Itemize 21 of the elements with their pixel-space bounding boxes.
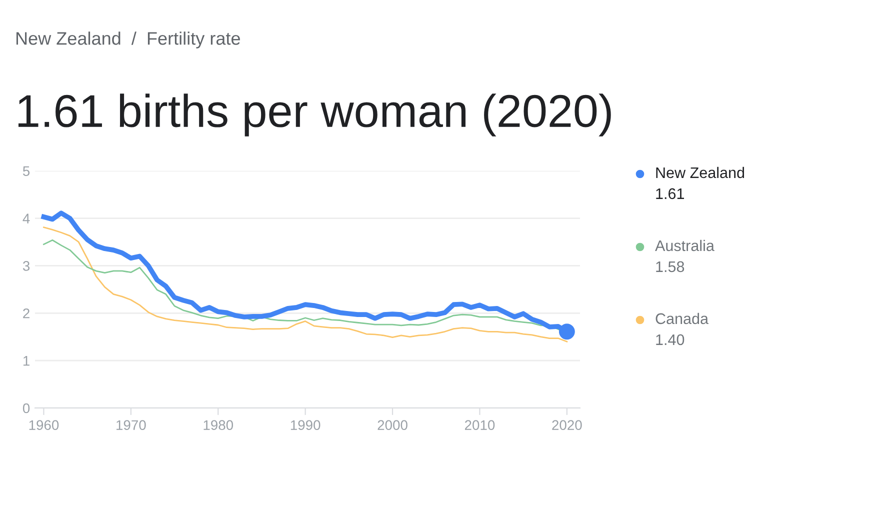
text: 1.61 (656, 188, 684, 200)
legend-label: New Zealand (656, 166, 744, 178)
x-tick-label: 1990 (290, 420, 320, 430)
legend-label: Australia (655, 240, 714, 252)
legend-label: Canada (656, 312, 709, 324)
y-tick-label: 1 (23, 356, 30, 366)
x-tick-label: 2020 (552, 420, 582, 430)
chart-title: 1.61 births per woman (2020) (18, 94, 611, 136)
x-tick-label: 1960 (29, 420, 59, 430)
y-tick-label: 4 (22, 214, 30, 224)
x-tick-label: 1980 (204, 420, 234, 430)
chart-subtitle: New Zealand / Fertility rate (16, 32, 240, 48)
text: 1.40 (656, 334, 684, 346)
y-tick-label: 0 (22, 403, 30, 414)
x-tick-label: 1970 (116, 420, 146, 430)
x-tick-label: 2010 (464, 420, 495, 430)
y-tick-label: 5 (22, 166, 30, 176)
y-tick-label: 3 (22, 261, 30, 271)
x-tick-label: 2000 (378, 420, 408, 430)
y-tick-label: 2 (23, 308, 30, 318)
text: 1.58 (656, 261, 684, 272)
